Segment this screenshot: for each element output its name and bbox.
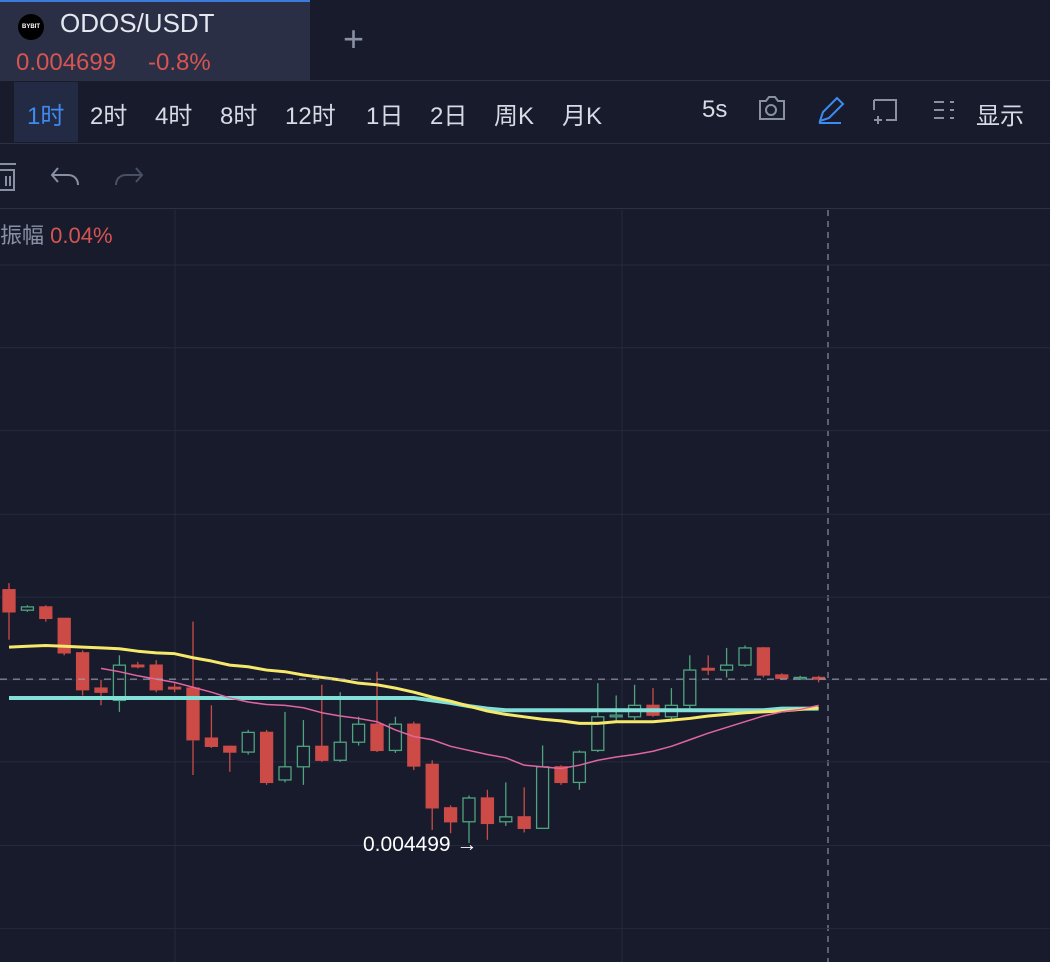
- last-price: 0.004699: [16, 49, 117, 76]
- interval-button[interactable]: 1时: [27, 103, 65, 130]
- exchange-logo: BYBIT: [18, 14, 44, 40]
- candle-body: [204, 737, 219, 747]
- interval-button[interactable]: 1日: [366, 103, 404, 130]
- display-button[interactable]: 显示: [976, 103, 1024, 130]
- undo-icon[interactable]: [50, 167, 79, 186]
- candle-body: [462, 797, 476, 823]
- candle-body: [39, 606, 53, 620]
- candle-body: [333, 741, 347, 761]
- add-tab[interactable]: +: [343, 18, 365, 59]
- candle-body: [2, 589, 16, 613]
- candle-body: [756, 647, 771, 676]
- candle-body: [296, 745, 311, 768]
- candle-body: [75, 652, 90, 691]
- refresh-rate[interactable]: 5s: [702, 96, 728, 123]
- candle-body: [370, 723, 384, 752]
- candle-body: [609, 714, 623, 718]
- candle-body: [388, 723, 403, 752]
- amplitude-label: 振幅: [0, 223, 45, 248]
- candle-body: [112, 664, 127, 702]
- candle-body: [627, 704, 642, 718]
- candle-body: [315, 745, 329, 761]
- candle-body: [664, 704, 679, 718]
- candle-body: [443, 807, 458, 823]
- interval-button[interactable]: 8时: [220, 103, 258, 130]
- candle-body: [94, 687, 108, 693]
- candle-body: [683, 669, 697, 706]
- candle-body: [20, 606, 35, 611]
- low-marker: 0.004499 →: [363, 833, 477, 856]
- candle-body: [719, 664, 734, 671]
- ma-line: [8, 643, 819, 725]
- ma-line: [100, 667, 819, 770]
- ma-line: [9, 695, 819, 713]
- interval-button[interactable]: 4时: [155, 103, 193, 130]
- candle-body: [535, 766, 550, 829]
- interval-button[interactable]: 2日: [430, 103, 468, 130]
- amplitude: 振幅 0.04%: [0, 218, 113, 250]
- candle-body: [425, 763, 439, 809]
- candle-body: [517, 816, 531, 829]
- candle-body: [646, 704, 660, 716]
- candle-body: [572, 751, 587, 784]
- delete-icon[interactable]: [0, 163, 16, 191]
- candle-body: [259, 731, 274, 784]
- candle-body: [131, 664, 145, 668]
- candle-body: [351, 723, 366, 743]
- candle-body: [591, 716, 605, 752]
- interval-button[interactable]: 周K: [494, 103, 535, 130]
- candle-body: [554, 766, 568, 784]
- toolbar: 5s 显示 1时 2时 4时 8时 12时 1日 2日 周K 月K: [0, 82, 1050, 142]
- symbol-tab[interactable]: BYBIT ODOS/USDT 0.004699 -0.8%: [0, 0, 310, 80]
- interval-button[interactable]: 月K: [562, 103, 603, 130]
- divider: [0, 80, 1050, 81]
- candle-body: [793, 676, 807, 680]
- selected-interval-bg: [14, 82, 78, 142]
- candle-body: [499, 816, 513, 823]
- candle-body: [278, 766, 292, 781]
- candle-body: [701, 667, 715, 671]
- redo-icon: [115, 167, 144, 186]
- candle-body: [186, 687, 200, 741]
- candle-body: [775, 674, 789, 679]
- symbol: ODOS/USDT: [60, 8, 215, 38]
- candle-body: [167, 686, 182, 690]
- divider: [0, 208, 1050, 209]
- candle-body: [407, 723, 421, 767]
- candle-body: [480, 797, 495, 825]
- candle-body: [57, 617, 71, 654]
- candle-body: [738, 647, 752, 666]
- candle-body: [223, 745, 237, 753]
- interval-button[interactable]: 2时: [90, 103, 128, 130]
- price-change: -0.8%: [148, 49, 211, 76]
- candle-body: [811, 676, 826, 680]
- candle-body: [241, 731, 255, 753]
- amplitude-value: 0.04%: [50, 223, 113, 248]
- divider: [0, 143, 1050, 144]
- candle-body: [149, 664, 163, 691]
- interval-button[interactable]: 12时: [285, 103, 336, 130]
